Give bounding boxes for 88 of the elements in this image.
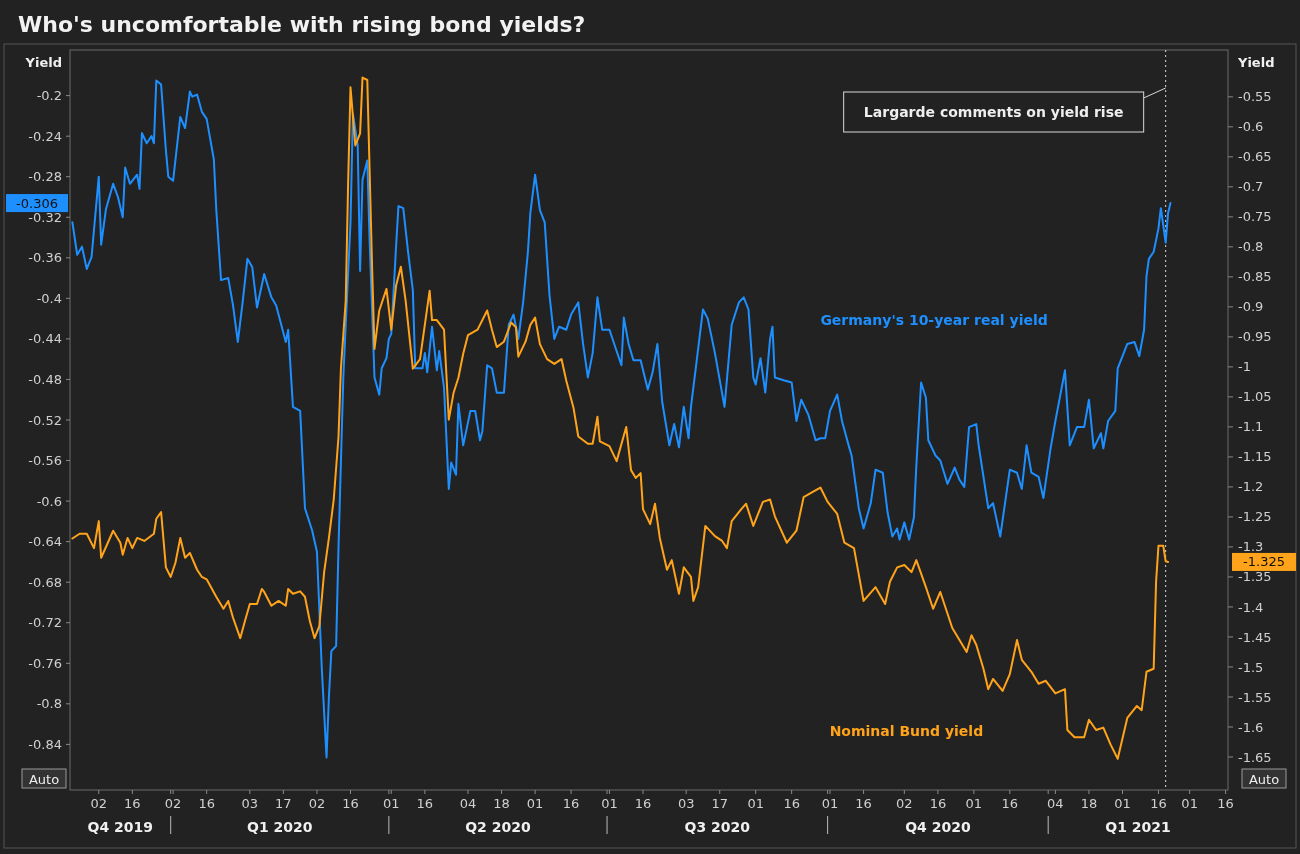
y-tick-label: -0.2	[36, 88, 62, 104]
y-tick-label: -0.52	[28, 412, 62, 428]
text: Germany's 10-year real yield	[820, 312, 1048, 328]
ref-line-label: Largarde comments on yield rise	[863, 103, 1124, 120]
y2-tick-label: -1.55	[1238, 689, 1272, 705]
x-tick-label: 16	[1150, 796, 1167, 811]
y2-tick-label: -1.4	[1238, 599, 1264, 615]
y2-tick-label: -0.6	[1238, 119, 1264, 135]
x-tick-label: 17	[275, 796, 292, 811]
y2-axis-title: Yield	[1237, 55, 1275, 70]
y2-tick-label: -0.7	[1238, 179, 1264, 195]
x-tick-label: 01	[526, 796, 544, 811]
x-tick-label: 03	[241, 796, 259, 811]
x-tick-label: 04	[1047, 796, 1064, 811]
y2-tick-label: -1.45	[1238, 629, 1272, 645]
x-tick-label: 03	[677, 796, 695, 811]
x-tick-label: 16	[124, 796, 141, 811]
y-tick-label: -0.36	[28, 250, 62, 266]
y-tick-label: -0.56	[28, 453, 62, 469]
text: Q2 2020	[465, 819, 531, 835]
text: Q1 2021	[1105, 819, 1171, 835]
y2-tick-label: -0.85	[1238, 269, 1272, 285]
text: Nominal Bund yield	[829, 722, 984, 739]
y2-tick-label: -1.35	[1238, 569, 1272, 585]
y-axis-title: Yield	[24, 55, 62, 70]
y2-tick-label: -1	[1238, 359, 1251, 375]
y-tick-label: -0.32	[28, 209, 62, 225]
y-tick-label: -0.6	[36, 493, 62, 509]
y2-tick-label: -1.25	[1238, 509, 1272, 525]
y2-tick-label: -1.15	[1238, 449, 1272, 465]
x-tick-label: 16	[198, 796, 215, 811]
y2-tick-label: -1.1	[1238, 419, 1264, 435]
y2-tick-label: -1.6	[1238, 719, 1264, 735]
x-tick-label: 18	[493, 796, 510, 811]
text: -1.325	[1243, 554, 1285, 570]
x-tick-label: 04	[459, 796, 477, 811]
y2-tick-label: -1.2	[1238, 479, 1264, 495]
x-tick-label: 01	[1181, 796, 1198, 811]
text: Q4 2020	[905, 819, 971, 835]
x-tick-label: 17	[711, 796, 728, 811]
chart-title: Who's uncomfortable with rising bond yields?	[18, 12, 586, 37]
y-tick-label: -0.24	[28, 128, 62, 144]
y2-tick-label: -0.8	[1238, 239, 1264, 255]
y-tick-label: -0.84	[28, 736, 62, 752]
x-tick-label: 01	[1114, 796, 1131, 811]
y2-tick-label: -0.95	[1238, 329, 1272, 345]
x-tick-label: 02	[896, 796, 913, 811]
x-tick-label: 16	[929, 796, 947, 811]
x-tick-label: 02	[308, 796, 326, 811]
y-tick-label: -0.76	[28, 655, 62, 671]
text: Q1 2020	[247, 819, 313, 835]
x-tick-label: 16	[1001, 796, 1019, 811]
y-tick-label: -0.28	[28, 169, 62, 185]
y2-tick-label: -1.3	[1238, 539, 1264, 555]
y2-tick-label: -0.9	[1238, 299, 1264, 315]
text: -0.306	[16, 195, 58, 211]
text: Q4 2019	[87, 819, 154, 835]
y2-tick-label: -1.5	[1238, 659, 1264, 675]
text: Auto	[28, 771, 60, 787]
x-tick-label: 02	[164, 796, 182, 811]
y-tick-label: -0.8	[36, 696, 62, 712]
x-tick-label: 01	[382, 796, 400, 811]
text: Q3 2020	[684, 819, 751, 835]
y-tick-label: -0.4	[36, 290, 62, 306]
y-tick-label: -0.64	[28, 534, 62, 550]
x-tick-label: 01	[601, 796, 618, 811]
y2-tick-label: -1.05	[1238, 389, 1272, 405]
x-tick-label: 18	[1080, 796, 1098, 811]
x-tick-label: 16	[634, 796, 652, 811]
x-tick-label: 16	[342, 796, 359, 811]
y2-tick-label: -1.65	[1238, 749, 1272, 765]
x-tick-label: 16	[783, 796, 800, 811]
y-tick-label: -0.72	[28, 615, 62, 631]
y-tick-label: -0.68	[28, 574, 62, 590]
y-tick-label: -0.48	[28, 372, 62, 387]
y2-tick-label: -0.55	[1238, 89, 1272, 105]
x-tick-label: 02	[90, 796, 108, 811]
x-tick-label: 16	[562, 796, 580, 811]
y2-tick-label: -0.75	[1238, 209, 1272, 225]
x-tick-label: 01	[821, 796, 839, 811]
x-tick-label: 16	[855, 796, 872, 811]
x-tick-label: 01	[965, 796, 983, 811]
text: Auto	[1248, 771, 1280, 787]
x-tick-label: 16	[416, 796, 434, 811]
y2-tick-label: -0.65	[1238, 149, 1272, 165]
x-tick-label: 01	[747, 796, 764, 811]
y-tick-label: -0.44	[28, 331, 62, 347]
x-tick-label: 16	[1217, 796, 1234, 811]
